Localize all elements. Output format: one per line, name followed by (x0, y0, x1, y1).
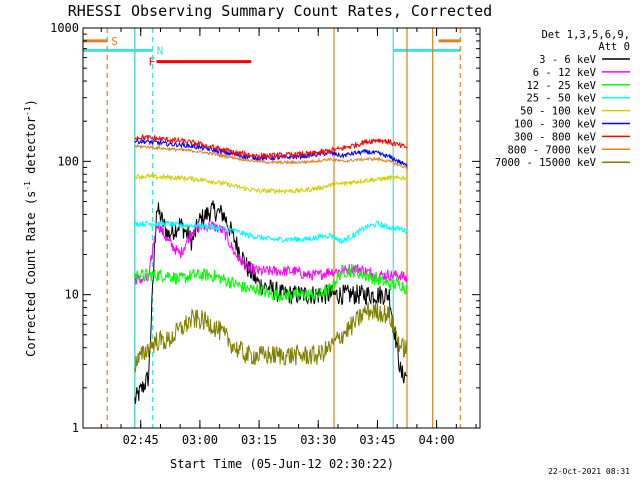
footer-date: 22-Oct-2021 08:31 (548, 467, 630, 476)
series-line-800-7000-keV (134, 143, 408, 170)
legend-label: 50 - 100 keV (520, 106, 597, 118)
x-axis-ticks: 02:45 03:00 03:15 03:30 03:45 04:00 (100, 28, 477, 447)
chart-title: RHESSI Observing Summary Count Rates, Co… (68, 2, 492, 20)
plot-frame (82, 27, 481, 429)
x-tick-label: 03:15 (241, 433, 277, 447)
series-line-7000-15000-keV (134, 301, 408, 373)
legend-header-line-2: Att 0 (598, 41, 630, 53)
legend-label: 800 - 7000 keV (507, 144, 596, 156)
y-tick-label: 10 (65, 288, 79, 302)
flag-label-S: S (111, 35, 118, 48)
x-axis-label: Start Time (05-Jun-12 02:30:22) (170, 457, 394, 471)
flag-bars: S NF (83, 35, 461, 69)
series-line-3-6-keV (134, 200, 408, 404)
series-line-25-50-keV (134, 219, 408, 245)
x-tick-label: 02:45 (123, 433, 159, 447)
x-tick-label: 03:30 (300, 433, 336, 447)
series-line-50-100-keV (134, 172, 408, 194)
legend-label: 6 - 12 keV (533, 67, 597, 79)
y-tick-label: 100 (57, 154, 79, 168)
flag-label-N: N (157, 44, 164, 57)
x-tick-label: 03:00 (182, 433, 218, 447)
legend-label: 7000 - 15000 keV (495, 157, 597, 169)
series-lines (134, 133, 408, 404)
series-line-300-800-keV (134, 133, 408, 161)
y-tick-label: 1 (72, 421, 79, 435)
x-tick-label: 03:45 (359, 433, 395, 447)
flag-label-F: F (149, 56, 156, 69)
series-line-100-300-keV (134, 137, 408, 169)
y-axis-ticks: 1 10 100 1000 (50, 21, 480, 435)
y-tick-label: 1000 (50, 21, 79, 35)
legend-label: 300 - 800 keV (514, 131, 597, 143)
y-axis-label: Corrected Count Rate (s-1 detector-1) (23, 99, 38, 357)
legend-header-line-1: Det 1,3,5,6,9, (541, 29, 630, 41)
legend-label: 3 - 6 keV (539, 54, 597, 66)
series-line-12-25-keV (134, 263, 408, 302)
legend-label: 100 - 300 keV (514, 119, 597, 131)
attenuator-vertical-lines (106, 28, 461, 428)
x-tick-label: 04:00 (419, 433, 455, 447)
legend-label: 25 - 50 keV (526, 93, 596, 105)
legend-label: 12 - 25 keV (526, 80, 596, 92)
